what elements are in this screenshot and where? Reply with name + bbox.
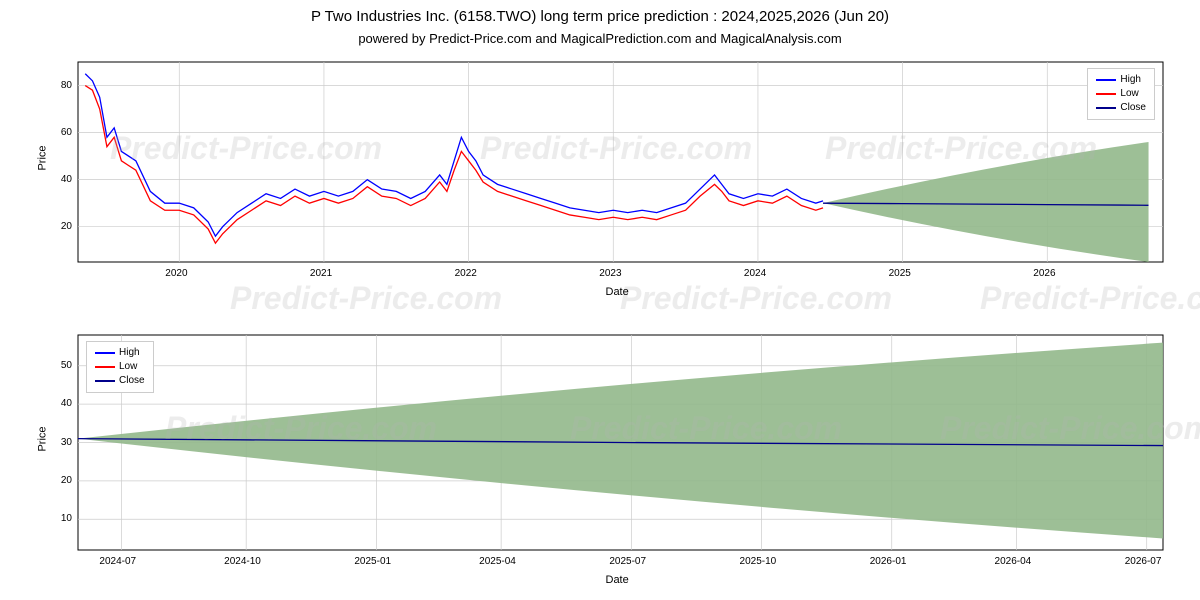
legend-row: Close bbox=[95, 374, 145, 388]
legend-label: High bbox=[119, 346, 140, 360]
chart2-ylabel: Price bbox=[37, 426, 49, 451]
chart2-prediction-cone bbox=[78, 343, 1163, 539]
chart1-xtick-label: 2020 bbox=[165, 268, 187, 279]
chart1-ylabel: Price bbox=[37, 145, 49, 170]
legend-swatch bbox=[1096, 107, 1116, 109]
legend-label: Low bbox=[1120, 87, 1138, 101]
chart1-legend: HighLowClose bbox=[1087, 68, 1155, 120]
legend-row: High bbox=[1096, 73, 1146, 87]
chart2-xtick-label: 2026-01 bbox=[870, 556, 907, 567]
chart2-ytick-label: 10 bbox=[61, 513, 72, 524]
chart1-xlabel: Date bbox=[606, 286, 629, 298]
chart2-xtick-label: 2025-01 bbox=[354, 556, 391, 567]
chart2-xtick-label: 2024-10 bbox=[224, 556, 261, 567]
legend-row: Low bbox=[1096, 87, 1146, 101]
chart1-low-line bbox=[85, 86, 823, 244]
legend-swatch bbox=[95, 352, 115, 354]
legend-row: Close bbox=[1096, 101, 1146, 115]
legend-swatch bbox=[95, 366, 115, 368]
chart2-ytick-label: 20 bbox=[61, 475, 72, 486]
chart2-xtick-label: 2025-07 bbox=[609, 556, 646, 567]
chart1-high-line bbox=[85, 74, 823, 236]
legend-row: Low bbox=[95, 360, 145, 374]
legend-label: Close bbox=[119, 374, 145, 388]
chart1-xtick-label: 2023 bbox=[599, 268, 621, 279]
chart1-ytick-label: 40 bbox=[61, 174, 72, 185]
legend-label: Low bbox=[119, 360, 137, 374]
chart1-prediction-cone bbox=[823, 142, 1149, 262]
chart1-xtick-label: 2025 bbox=[889, 268, 911, 279]
chart1-ytick-label: 60 bbox=[61, 127, 72, 138]
chart2-xtick-label: 2025-10 bbox=[740, 556, 777, 567]
chart-container: P Two Industries Inc. (6158.TWO) long te… bbox=[0, 0, 1200, 600]
chart2-xtick-label: 2025-04 bbox=[479, 556, 516, 567]
chart1-ytick-label: 20 bbox=[61, 221, 72, 232]
chart1-xtick-label: 2024 bbox=[744, 268, 766, 279]
chart2-xtick-label: 2026-07 bbox=[1125, 556, 1162, 567]
legend-row: High bbox=[95, 346, 145, 360]
legend-label: Close bbox=[1120, 101, 1146, 115]
chart-svg bbox=[0, 0, 1200, 600]
legend-swatch bbox=[1096, 93, 1116, 95]
legend-swatch bbox=[95, 380, 115, 382]
chart2-ytick-label: 50 bbox=[61, 360, 72, 371]
chart1-xtick-label: 2021 bbox=[310, 268, 332, 279]
chart1-xtick-label: 2026 bbox=[1033, 268, 1055, 279]
chart1-ytick-label: 80 bbox=[61, 80, 72, 91]
chart2-xlabel: Date bbox=[606, 574, 629, 586]
chart2-ytick-label: 40 bbox=[61, 398, 72, 409]
legend-label: High bbox=[1120, 73, 1141, 87]
chart2-xtick-label: 2026-04 bbox=[995, 556, 1032, 567]
chart1-xtick-label: 2022 bbox=[455, 268, 477, 279]
chart2-xtick-label: 2024-07 bbox=[99, 556, 136, 567]
chart2-legend: HighLowClose bbox=[86, 341, 154, 393]
chart2-ytick-label: 30 bbox=[61, 437, 72, 448]
legend-swatch bbox=[1096, 79, 1116, 81]
